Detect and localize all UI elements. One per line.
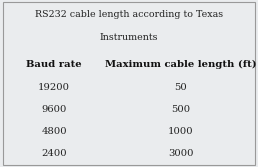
Text: 500: 500 bbox=[171, 105, 190, 114]
Text: Baud rate: Baud rate bbox=[26, 60, 82, 69]
Text: 3000: 3000 bbox=[168, 149, 193, 158]
Text: 9600: 9600 bbox=[42, 105, 67, 114]
Text: Maximum cable length (ft): Maximum cable length (ft) bbox=[105, 60, 256, 69]
FancyBboxPatch shape bbox=[3, 2, 255, 165]
Text: 19200: 19200 bbox=[38, 84, 70, 93]
Text: 1000: 1000 bbox=[168, 127, 194, 136]
Text: Instruments: Instruments bbox=[100, 33, 158, 42]
Text: 50: 50 bbox=[174, 84, 187, 93]
Text: 4800: 4800 bbox=[41, 127, 67, 136]
Text: RS232 cable length according to Texas: RS232 cable length according to Texas bbox=[35, 10, 223, 19]
Text: 2400: 2400 bbox=[41, 149, 67, 158]
